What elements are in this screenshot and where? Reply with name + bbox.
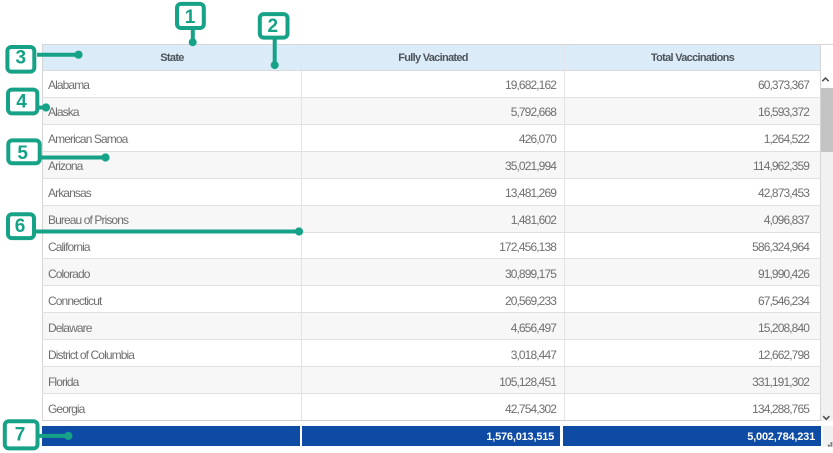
svg-text:7: 7 bbox=[15, 424, 26, 445]
svg-text:2: 2 bbox=[268, 16, 279, 37]
svg-text:4: 4 bbox=[16, 92, 27, 113]
svg-text:6: 6 bbox=[15, 216, 26, 237]
svg-text:3: 3 bbox=[16, 47, 27, 68]
svg-text:5: 5 bbox=[17, 143, 28, 164]
svg-text:1: 1 bbox=[185, 7, 196, 28]
